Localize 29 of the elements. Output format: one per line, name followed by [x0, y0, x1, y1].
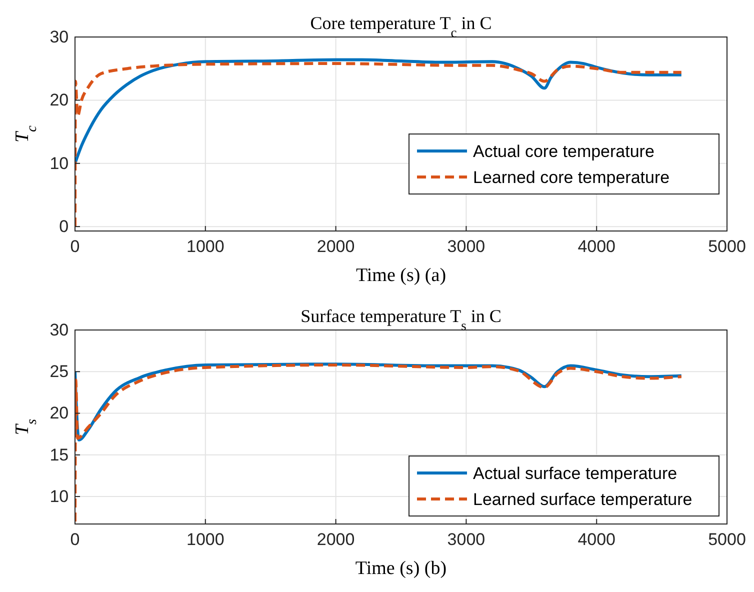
- y-tick-label: 20: [50, 404, 69, 423]
- y-tick-label: 20: [50, 90, 69, 110]
- chart-title: Core temperature T$_{c}$ in C: [310, 13, 492, 40]
- x-tick-label: 4000: [578, 530, 616, 549]
- y-tick-label: 10: [50, 486, 69, 506]
- x-tick-label: 1000: [186, 530, 224, 549]
- chart-title: Surface temperature T$_{s}$ in C: [300, 306, 502, 332]
- legend-label: Actual surface temperature: [473, 464, 678, 483]
- x-tick-label: 5000: [708, 530, 746, 549]
- x-tick-label: 4000: [578, 236, 616, 256]
- x-tick-label: 2000: [316, 530, 355, 549]
- y-tick-label: 30: [50, 320, 69, 340]
- y-tick-label: 10: [50, 154, 69, 173]
- x-tick-label: 2000: [316, 236, 355, 256]
- legend-label: Learned surface temperature: [473, 490, 692, 509]
- legend-label: Learned core temperature: [473, 168, 670, 187]
- x-tick-label: 3000: [447, 530, 486, 549]
- y-tick-label: 15: [50, 445, 69, 464]
- x-tick-label: 3000: [447, 236, 486, 256]
- x-axis-title: Time (s) (a): [356, 265, 446, 286]
- y-tick-label: 25: [50, 362, 69, 382]
- line-series: [75, 62, 683, 228]
- legend-label: Actual core temperature: [473, 142, 654, 161]
- x-axis-title: Time (s) (b): [355, 558, 447, 579]
- y-tick-label: 30: [50, 27, 69, 46]
- y-tick-label: 0: [59, 217, 69, 236]
- x-tick-label: 5000: [708, 236, 746, 256]
- x-tick-label: 1000: [186, 236, 224, 256]
- line-series: [75, 58, 683, 165]
